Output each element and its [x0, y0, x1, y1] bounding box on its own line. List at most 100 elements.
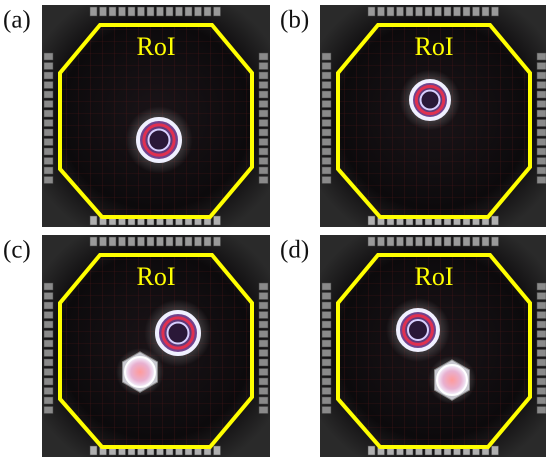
connector: [322, 177, 331, 184]
connector: [537, 378, 546, 385]
connector: [322, 158, 331, 165]
connector: [259, 283, 268, 290]
connector: [322, 359, 331, 366]
connector: [454, 7, 461, 16]
connector: [322, 369, 331, 376]
connector: [44, 340, 53, 347]
connector: [259, 72, 268, 79]
connector: [259, 407, 268, 414]
connector: [44, 369, 53, 376]
connector: [492, 237, 499, 246]
panel-label: (c): [3, 237, 31, 264]
connector: [368, 216, 375, 225]
connector: [128, 7, 135, 16]
connector: [537, 350, 546, 357]
connector: [322, 148, 331, 155]
connector: [90, 216, 97, 225]
connector: [322, 129, 331, 136]
connector: [44, 293, 53, 300]
connector: [406, 7, 413, 16]
connector: [259, 129, 268, 136]
connector: [368, 446, 375, 455]
connector: [492, 216, 499, 225]
connector: [259, 359, 268, 366]
connector: [138, 7, 145, 16]
connector: [259, 63, 268, 70]
connector: [44, 177, 53, 184]
connector: [322, 110, 331, 117]
connector: [322, 293, 331, 300]
plasma-spot: [437, 365, 467, 395]
connector: [537, 158, 546, 165]
connector: [259, 321, 268, 328]
connector: [44, 321, 53, 328]
connector: [259, 293, 268, 300]
connector: [322, 53, 331, 60]
connector: [378, 7, 385, 16]
connector: [44, 139, 53, 146]
plasma-spot: [125, 357, 155, 387]
connector: [397, 7, 404, 16]
connector: [473, 7, 480, 16]
connector: [259, 177, 268, 184]
roi-label: RoI: [137, 262, 176, 291]
figure: (a)RoI(b)RoI(c)RoI(d)RoI: [0, 0, 546, 465]
connector: [44, 359, 53, 366]
connector: [537, 63, 546, 70]
connector: [537, 110, 546, 117]
connector: [378, 237, 385, 246]
connector: [322, 397, 331, 404]
connector: [322, 283, 331, 290]
connector: [537, 312, 546, 319]
connector: [482, 237, 489, 246]
connector: [259, 101, 268, 108]
connector: [368, 237, 375, 246]
connector: [147, 237, 154, 246]
connector: [44, 397, 53, 404]
plasma-ring: [421, 91, 440, 110]
connector: [259, 388, 268, 395]
connector: [44, 91, 53, 98]
connector: [157, 7, 164, 16]
connector: [537, 321, 546, 328]
connector: [259, 82, 268, 89]
connector: [214, 7, 221, 16]
connector: [322, 350, 331, 357]
connector: [44, 120, 53, 127]
connector: [416, 237, 423, 246]
connector: [482, 7, 489, 16]
connector: [537, 293, 546, 300]
connector: [537, 397, 546, 404]
connector: [492, 446, 499, 455]
connector: [387, 237, 394, 246]
plasma-ring: [149, 130, 170, 151]
connector: [44, 331, 53, 338]
connector: [259, 312, 268, 319]
connector: [44, 283, 53, 290]
connector: [537, 407, 546, 414]
connector: [176, 237, 183, 246]
connector: [259, 331, 268, 338]
connector: [185, 237, 192, 246]
connector: [44, 129, 53, 136]
plasma-ring: [168, 323, 189, 344]
connector: [259, 91, 268, 98]
connector: [322, 312, 331, 319]
connector: [537, 283, 546, 290]
connector: [100, 7, 107, 16]
connector: [147, 7, 154, 16]
connector: [322, 72, 331, 79]
connector: [259, 139, 268, 146]
connector: [195, 237, 202, 246]
roi-label: RoI: [415, 262, 454, 291]
connector: [44, 378, 53, 385]
connector: [537, 167, 546, 174]
connector: [368, 7, 375, 16]
connector: [537, 129, 546, 136]
connector: [322, 407, 331, 414]
connector: [195, 7, 202, 16]
connector: [537, 388, 546, 395]
connector: [204, 237, 211, 246]
connector: [259, 167, 268, 174]
connector: [322, 388, 331, 395]
